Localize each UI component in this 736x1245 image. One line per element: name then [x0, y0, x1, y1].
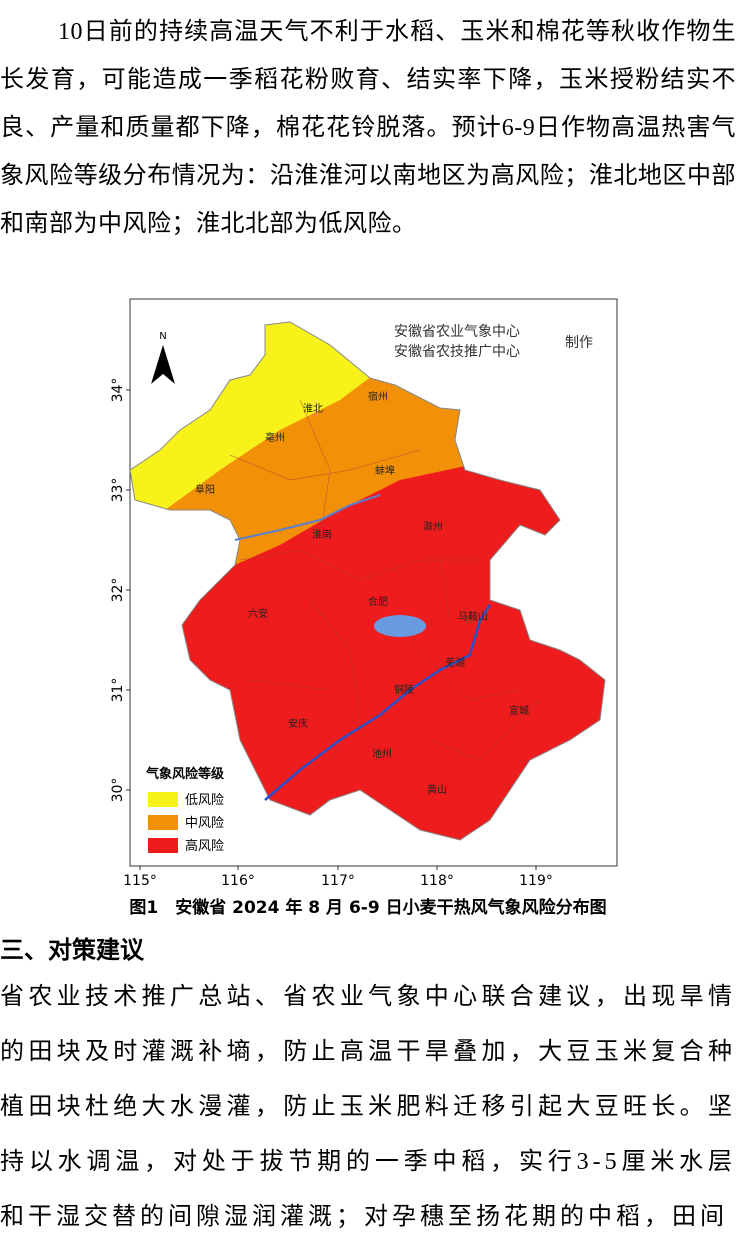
legend-swatch — [148, 838, 178, 853]
longitude-label: 119° — [519, 873, 553, 889]
legend-label: 中风险 — [185, 816, 224, 831]
city-label: 黄山 — [427, 783, 447, 796]
county-borders — [229, 399, 541, 761]
section-heading: 三、对策建议 — [0, 936, 144, 964]
city-label: 蚌埠 — [375, 464, 395, 477]
huai-river — [234, 494, 381, 541]
city-label: 宿州 — [368, 390, 388, 403]
city-label: 亳州 — [265, 431, 285, 444]
city-label: 芜湖 — [445, 656, 465, 669]
city-label: 池州 — [372, 747, 392, 760]
latitude-label: 34° — [110, 378, 126, 403]
map-graticule-labels: 34° 33° 32° 31° 30° 115° 116° 117° 118° 119° — [110, 378, 553, 889]
latitude-label: 31° — [110, 678, 126, 703]
longitude-label: 117° — [321, 873, 355, 889]
credit-line: 安徽省农业气象中心 — [394, 324, 520, 340]
legend-swatch — [148, 815, 178, 830]
latitude-label: 33° — [110, 478, 126, 503]
paragraph: 10日前的持续高温天气不利于水稻、玉米和棉花等秋收作物生长发育，可能造成一季稻花… — [0, 19, 736, 237]
longitude-label: 116° — [221, 873, 255, 889]
city-label: 淮北 — [303, 403, 323, 415]
city-label: 滁州 — [423, 520, 443, 533]
city-label: 合肥 — [368, 595, 388, 608]
longitude-label: 118° — [420, 873, 454, 889]
city-label: 马鞍山 — [458, 610, 488, 623]
yangtze-river — [264, 604, 492, 801]
legend-title: 气象风险等级 — [146, 766, 225, 782]
city-label: 铜陵 — [394, 684, 414, 696]
north-label: N — [159, 331, 166, 342]
longitude-label: 115° — [123, 873, 157, 889]
city-label: 宣城 — [509, 704, 529, 717]
chaohu-lake — [374, 615, 426, 637]
city-label: 阜阳 — [195, 483, 215, 496]
city-label: 安庆 — [288, 717, 308, 730]
city-label: 淮南 — [312, 528, 332, 541]
city-label: 六安 — [248, 607, 268, 620]
latitude-label: 30° — [110, 778, 126, 803]
north-arrow — [151, 345, 175, 384]
legend-label: 高风险 — [185, 838, 224, 854]
credit-line: 安徽省农技推广中心 — [394, 344, 520, 360]
legend-label: 低风险 — [185, 793, 224, 808]
figure-caption: 图1 安徽省 2024 年 8 月 6-9 日小麦干热风气象风险分布图 — [129, 898, 607, 918]
latitude-label: 32° — [110, 578, 126, 603]
legend-swatch — [148, 792, 178, 807]
credit-suffix: 制作 — [565, 335, 593, 351]
paragraph: 省农业技术推广总站、省农业气象中心联合建议，出现旱情的田块及时灌溉补墒，防止高温… — [0, 984, 736, 1230]
